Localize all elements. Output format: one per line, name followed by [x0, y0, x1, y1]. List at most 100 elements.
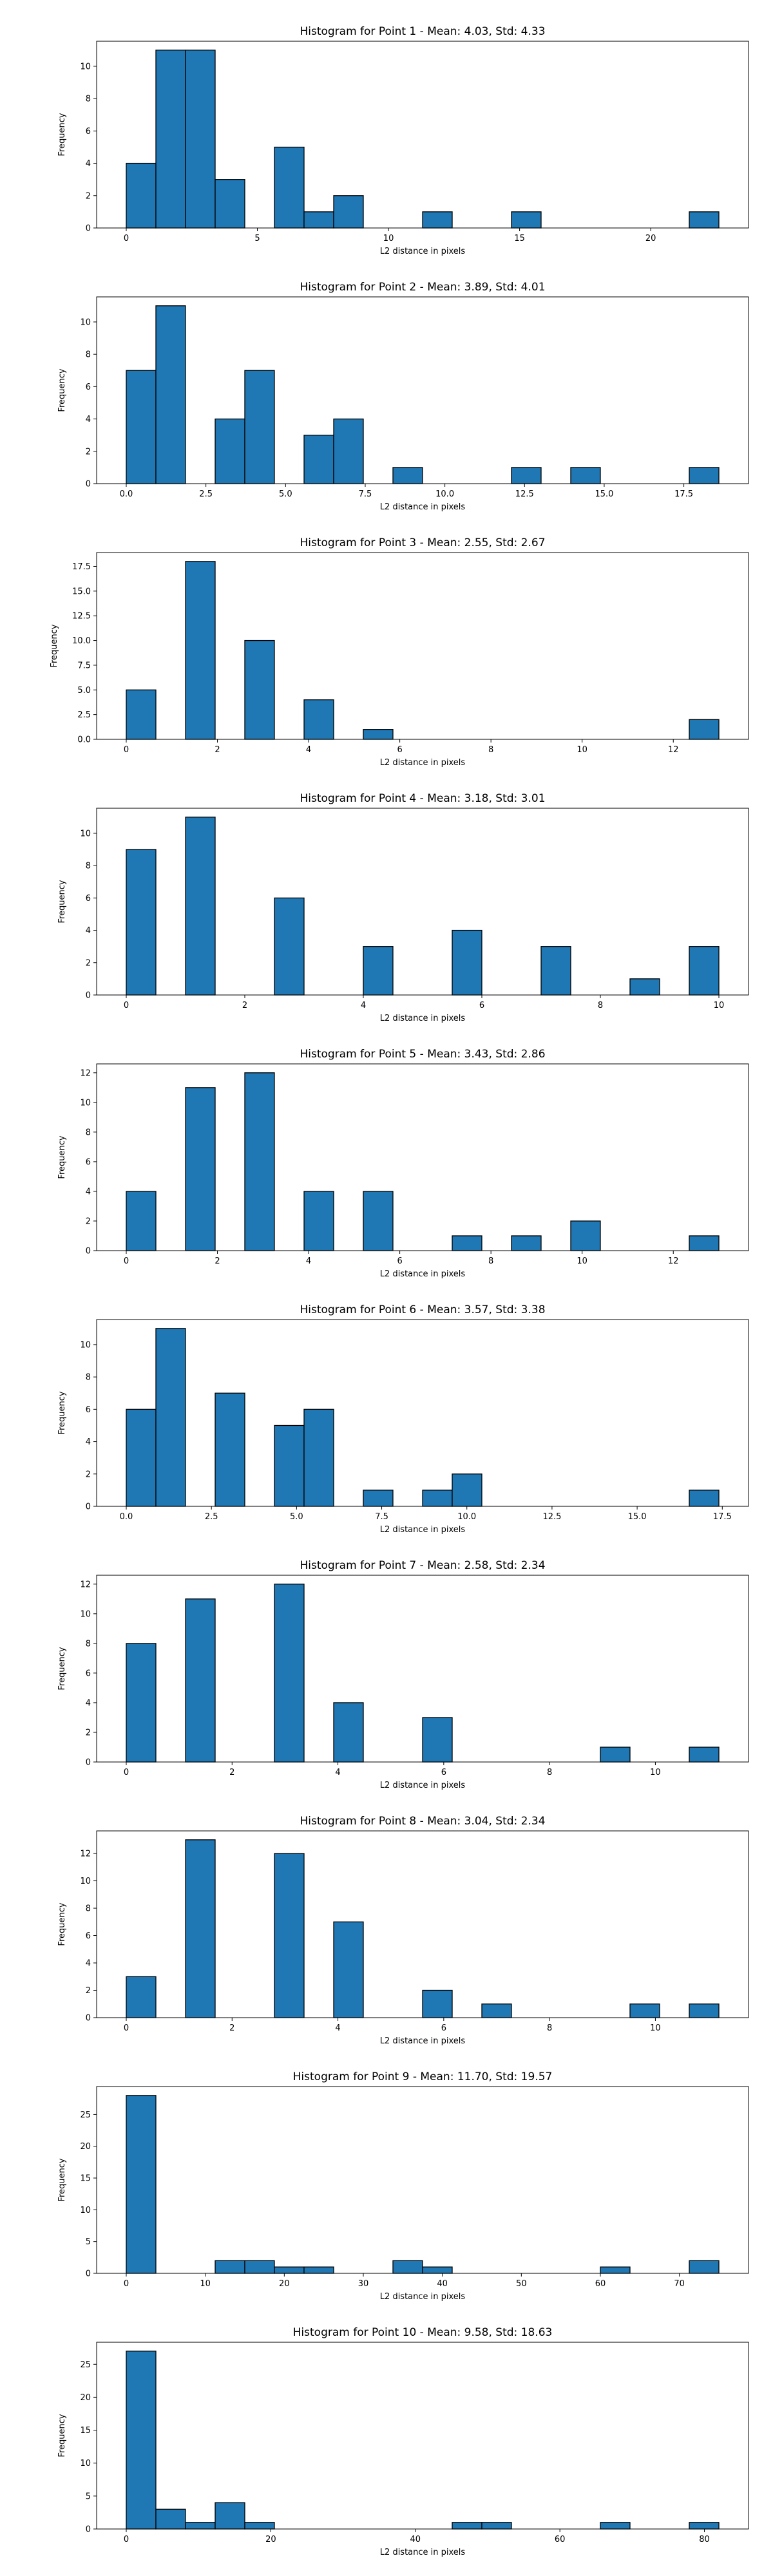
chart-4-title: Histogram for Point 4 - Mean: 3.18, Std:… — [300, 792, 545, 805]
chart-9-bar-9 — [689, 2260, 720, 2274]
chart-2-bar-8 — [511, 467, 542, 484]
chart-9-xtick-label-8: 70 — [674, 2279, 685, 2289]
chart-9-ytick-label-6: 25 — [80, 2110, 91, 2120]
chart-4-bar-2 — [185, 817, 216, 996]
chart-5-xtick-label-1: 0 — [124, 1256, 129, 1266]
chart-6-xtick-label-1: 0.0 — [120, 1512, 133, 1522]
chart-9-bar-2 — [215, 2260, 245, 2274]
chart-10-bar-6 — [452, 2522, 482, 2530]
chart-1-xtick-label-4: 15 — [514, 234, 525, 243]
chart-5-xtick-label-4: 6 — [397, 1256, 402, 1266]
chart-10-bar-3 — [185, 2522, 216, 2530]
chart-7-bar-3 — [274, 1584, 305, 1763]
chart-5-panel: Histogram for Point 5 - Mean: 3.43, Std:… — [57, 1048, 749, 1279]
chart-8-bar-8 — [689, 2003, 720, 2018]
chart-1-ytick-label-2: 2 — [86, 191, 91, 201]
chart-3-xtick-label-3: 4 — [306, 745, 311, 755]
chart-2-bar-3 — [215, 418, 245, 484]
chart-9-ytick-label-3: 10 — [80, 2206, 91, 2215]
chart-2-xtick-label-8: 17.5 — [674, 489, 693, 499]
chart-2-xtick-label-7: 15.0 — [595, 489, 613, 499]
chart-3-ytick-label-2: 2.5 — [77, 710, 91, 720]
chart-2-bar-7 — [392, 467, 423, 484]
chart-5-bar-3 — [244, 1072, 275, 1251]
chart-8-title: Histogram for Point 8 - Mean: 3.04, Std:… — [300, 1815, 545, 1828]
chart-8-bar-1 — [126, 1976, 157, 2018]
chart-10-xtick-label-1: 0 — [124, 2535, 129, 2544]
chart-6-bar-5 — [303, 1408, 334, 1507]
chart-9-bar-7 — [422, 2266, 453, 2274]
chart-2-bar-6 — [333, 418, 364, 484]
chart-8-xtick-label-2: 2 — [229, 2023, 234, 2033]
chart-4-ytick-label-3: 4 — [86, 926, 91, 936]
chart-8-ytick-label-3: 4 — [86, 1959, 91, 1969]
chart-10-ytick-label-5: 20 — [80, 2393, 91, 2403]
chart-1-ylabel: Frequency — [57, 113, 67, 156]
chart-1-bar-5 — [274, 146, 305, 229]
chart-7-bar-4 — [333, 1702, 364, 1763]
chart-10-bar-2 — [155, 2508, 186, 2530]
chart-6-xtick-label-3: 5.0 — [290, 1512, 303, 1522]
chart-10-bar-7 — [481, 2522, 512, 2530]
chart-6-ytick-label-5: 8 — [86, 1373, 91, 1383]
chart-9-xtick-label-3: 20 — [279, 2279, 290, 2289]
chart-7-axes-frame — [96, 1575, 749, 1763]
chart-9-bar-6 — [392, 2260, 423, 2274]
chart-3-ytick-label-4: 7.5 — [77, 661, 91, 670]
chart-7-xtick-label-5: 8 — [547, 1768, 552, 1777]
chart-6-bar-6 — [363, 1490, 394, 1507]
chart-2-xtick-label-3: 5.0 — [279, 489, 292, 499]
chart-8-ytick-label-2: 2 — [86, 1986, 91, 1996]
chart-6-xtick-label-2: 2.5 — [205, 1512, 218, 1522]
chart-1-bar-4 — [215, 179, 245, 229]
chart-1-ytick-label-3: 4 — [86, 159, 91, 169]
chart-8-ytick-label-4: 6 — [86, 1931, 91, 1941]
chart-5-xtick-label-3: 4 — [306, 1256, 311, 1266]
chart-1-bar-3 — [185, 50, 216, 229]
chart-5-axes-frame — [96, 1063, 749, 1251]
chart-7-xtick-label-4: 6 — [441, 1768, 446, 1777]
chart-10-ylabel: Frequency — [57, 2414, 67, 2457]
chart-3-bar-3 — [244, 639, 275, 740]
chart-4-ytick-label-1: 0 — [86, 991, 91, 1001]
chart-2-xtick-label-4: 7.5 — [359, 489, 372, 499]
chart-5-xtick-label-7: 12 — [668, 1256, 679, 1266]
chart-2-xtick-label-1: 0.0 — [120, 489, 133, 499]
chart-4-axes-frame — [96, 808, 749, 996]
chart-6-ytick-label-6: 10 — [80, 1340, 91, 1350]
chart-2-ytick-label-4: 6 — [86, 383, 91, 392]
chart-5-bar-1 — [126, 1191, 157, 1251]
chart-2-xtick-label-2: 2.5 — [199, 489, 213, 499]
chart-6-ytick-label-3: 4 — [86, 1437, 91, 1447]
chart-5-ytick-label-1: 0 — [86, 1247, 91, 1256]
chart-7-xtick-label-6: 10 — [650, 1768, 661, 1777]
chart-3-xtick-label-4: 6 — [397, 745, 402, 755]
chart-1-panel: Histogram for Point 1 - Mean: 4.03, Std:… — [57, 25, 749, 256]
chart-3-title: Histogram for Point 3 - Mean: 2.55, Std:… — [300, 536, 545, 549]
chart-3-ytick-label-5: 10.0 — [72, 636, 91, 646]
chart-5-bar-4 — [303, 1191, 334, 1251]
chart-6-axes-frame — [96, 1319, 749, 1507]
chart-1-xlabel: L2 distance in pixels — [380, 247, 466, 256]
chart-9-xtick-label-2: 10 — [200, 2279, 211, 2289]
chart-4-bar-4 — [363, 946, 394, 996]
chart-6-xtick-label-5: 10.0 — [457, 1512, 476, 1522]
chart-1-axes-frame — [96, 41, 749, 229]
chart-3-ytick-label-1: 0.0 — [77, 735, 91, 745]
chart-6-xtick-label-4: 7.5 — [375, 1512, 388, 1522]
chart-3-ytick-label-7: 15.0 — [72, 587, 91, 596]
chart-9-bar-8 — [600, 2266, 631, 2274]
chart-4-bar-5 — [452, 929, 482, 996]
chart-6-ytick-label-1: 0 — [86, 1502, 91, 1512]
chart-2-bar-1 — [126, 370, 157, 484]
chart-9-panel: Histogram for Point 9 - Mean: 11.70, Std… — [57, 2070, 749, 2302]
chart-8-bar-5 — [422, 1989, 453, 2018]
chart-7-ytick-label-1: 0 — [86, 1758, 91, 1768]
chart-7-ytick-label-4: 6 — [86, 1669, 91, 1678]
chart-4-xlabel: L2 distance in pixels — [380, 1014, 466, 1023]
chart-3-bar-4 — [303, 699, 334, 740]
chart-6-xtick-label-6: 12.5 — [542, 1512, 561, 1522]
chart-5-bar-5 — [363, 1191, 394, 1251]
chart-4-bar-1 — [126, 849, 157, 996]
